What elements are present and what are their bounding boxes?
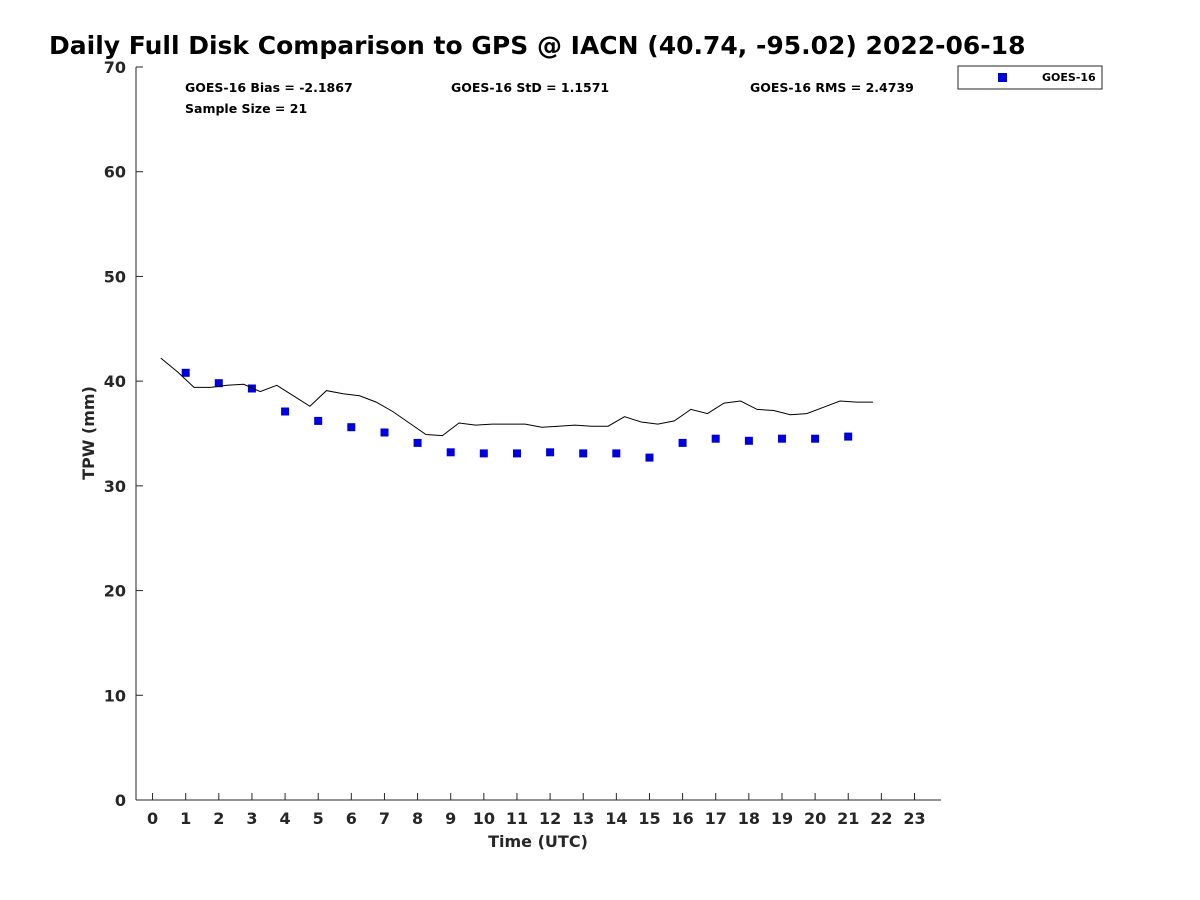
x-tick-label: 8 <box>412 809 423 828</box>
x-tick-label: 15 <box>638 809 660 828</box>
x-tick-label: 7 <box>379 809 390 828</box>
chart-title: Daily Full Disk Comparison to GPS @ IACN… <box>49 31 1025 60</box>
bias-stat: GOES-16 Bias = -2.1867 <box>185 80 353 95</box>
y-tick-label: 20 <box>104 582 126 601</box>
goes16-point <box>513 449 521 458</box>
goes16-point <box>711 434 720 443</box>
x-tick-label: 5 <box>313 809 324 828</box>
goes16-point <box>446 448 455 457</box>
x-tick-label: 17 <box>705 809 727 828</box>
x-tick-label: 12 <box>539 809 561 828</box>
sample-size-stat: Sample Size = 21 <box>185 101 307 116</box>
x-tick-label: 0 <box>147 809 158 828</box>
x-tick-label: 18 <box>738 809 760 828</box>
legend-box <box>957 65 1103 90</box>
y-tick-label: 0 <box>115 791 126 810</box>
goes16-point <box>612 449 621 458</box>
goes16-point <box>844 432 853 441</box>
legend-marker <box>998 73 1007 82</box>
std-stat: GOES-16 StD = 1.1571 <box>451 80 609 95</box>
x-tick-label: 16 <box>671 809 693 828</box>
x-tick-label: 6 <box>346 809 357 828</box>
y-tick-label: 40 <box>104 372 126 391</box>
x-tick-label: 2 <box>213 809 224 828</box>
x-tick-label: 11 <box>506 809 528 828</box>
goes16-point <box>413 438 422 447</box>
y-tick-label: 30 <box>104 477 126 496</box>
goes16-point <box>778 434 786 443</box>
x-tick-label: 10 <box>473 809 495 828</box>
x-tick-label: 4 <box>280 809 291 828</box>
goes16-point <box>678 438 687 447</box>
x-tick-label: 19 <box>771 809 793 828</box>
y-ticks: 0 10 20 30 40 50 60 70 <box>104 58 143 810</box>
goes16-point <box>479 449 488 458</box>
goes16-point <box>247 384 256 393</box>
goes16-point <box>579 449 588 458</box>
series-layer <box>160 357 874 462</box>
x-axis-label: Time (UTC) <box>488 832 588 851</box>
y-tick-label: 70 <box>104 58 126 77</box>
gps-tpw-line <box>160 357 874 437</box>
goes16-point <box>380 428 389 437</box>
x-tick-label: 20 <box>804 809 826 828</box>
plot-area <box>136 67 941 800</box>
y-tick-label: 10 <box>104 686 126 705</box>
goes16-point <box>281 407 290 416</box>
y-tick-label: 60 <box>104 163 126 182</box>
y-axis-label: TPW (mm) <box>79 386 98 480</box>
goes16-point <box>214 379 223 388</box>
x-tick-label: 1 <box>180 809 191 828</box>
goes16-point <box>645 453 654 462</box>
x-tick-label: 3 <box>246 809 257 828</box>
rms-stat: GOES-16 RMS = 2.4739 <box>750 80 914 95</box>
x-tick-label: 22 <box>870 809 892 828</box>
x-tick-label: 14 <box>605 809 627 828</box>
goes16-point <box>181 368 190 377</box>
x-tick-label: 21 <box>837 809 859 828</box>
y-tick-label: 50 <box>104 267 126 286</box>
x-tick-label: 9 <box>445 809 456 828</box>
legend: GOES-16 <box>957 65 1103 90</box>
x-ticks: 0 1 2 3 4 5 6 7 8 9 10 11 12 13 14 15 16 17 18 19 20 21 22 23 <box>147 793 926 828</box>
goes16-point <box>744 436 753 445</box>
goes16-point <box>314 416 323 425</box>
x-tick-label: 13 <box>572 809 594 828</box>
goes16-point <box>347 423 356 432</box>
goes16-point <box>811 434 820 443</box>
legend-label-goes16: GOES-16 <box>1042 71 1096 84</box>
goes16-point <box>546 448 555 457</box>
x-tick-label: 23 <box>903 809 925 828</box>
